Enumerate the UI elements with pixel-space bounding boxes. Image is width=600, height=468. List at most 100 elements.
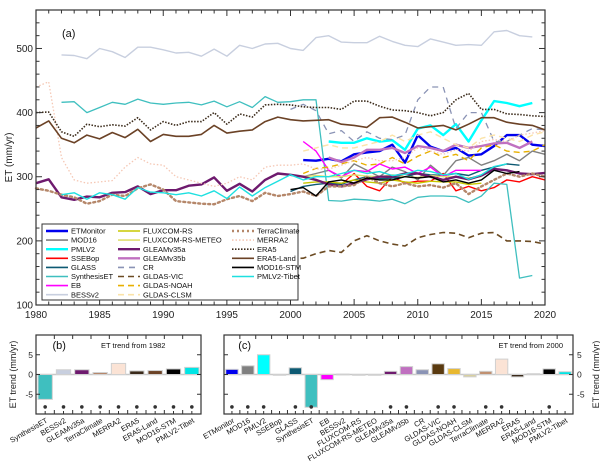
x-tick-label: 2015 xyxy=(470,310,493,321)
x-tick-label: 2000 xyxy=(279,310,302,321)
legend-item-cr: CR xyxy=(118,263,154,272)
x-tick-label: 1985 xyxy=(89,310,112,321)
bar-glass xyxy=(288,367,303,376)
bar-gleamv35a xyxy=(74,369,90,376)
bar-pmlv2-tibet xyxy=(558,371,572,375)
legend-label: PMLV2 xyxy=(71,245,95,254)
legend-item-mod16: MOD16 xyxy=(46,236,97,245)
y-tick-label: 0 xyxy=(28,370,33,380)
legend-label: GLASS xyxy=(71,263,96,272)
legend-item-synthesiset: SynthesisET xyxy=(46,272,114,281)
panel-a-legend: ETMonitorMOD16PMLV2SSEBopGLASSSynthesisE… xyxy=(41,223,301,301)
legend-label: ERA5 xyxy=(257,245,277,254)
bar-synthesiset xyxy=(37,374,53,400)
bar-era5 xyxy=(510,374,525,378)
series-line-gldas-noah xyxy=(302,143,546,175)
legend-label: BESSv2 xyxy=(71,290,99,299)
significance-marker xyxy=(61,405,66,409)
series-line-pmlv2 xyxy=(328,99,533,152)
significance-marker xyxy=(135,405,139,409)
legend-box xyxy=(41,223,299,301)
legend-label: MOD16 xyxy=(71,236,97,245)
bar-fluxcom-rs xyxy=(352,374,366,376)
bar-gldas-vic xyxy=(431,363,445,375)
legend-label: TerraClimate xyxy=(257,227,300,236)
legend-item-era5: ERA5 xyxy=(232,245,277,254)
y-tick-label: 200 xyxy=(16,236,33,247)
x-tick-label: 2020 xyxy=(534,310,557,321)
bar-era5 xyxy=(129,370,145,376)
panel-b-trend-1982: SynthesisETBESSv2GLEAMv35aTerraClimateME… xyxy=(8,334,202,446)
significance-marker xyxy=(293,405,298,409)
legend-item-terraclimate: TerraClimate xyxy=(232,227,300,236)
legend-item-fluxcom-rs-meteo: FLUXCOM-RS-METEO xyxy=(118,236,222,245)
series-line-merra2 xyxy=(35,81,546,188)
significance-marker xyxy=(116,405,121,409)
series-line-pmlv2-tibet xyxy=(61,163,507,200)
panel-c-trend-2000: ETMonitorMOD16PMLV2SSEBopGLASSSynthesisE… xyxy=(201,334,600,463)
bar-mod16-stm xyxy=(542,368,556,376)
y-tick-label: 500 xyxy=(16,44,33,55)
bar-bessv2 xyxy=(55,369,72,376)
y-tick-label: -5 xyxy=(25,389,33,399)
legend-label: EB xyxy=(71,281,81,290)
series-line-synthesiset xyxy=(61,95,533,279)
panel-c-bars xyxy=(224,354,573,409)
panel-c-label: (c) xyxy=(238,340,251,352)
bar-mod16 xyxy=(241,365,255,375)
y-tick-label: 100 xyxy=(16,301,33,312)
bar-gleamv35a xyxy=(383,370,398,375)
x-tick-label: 1990 xyxy=(152,310,175,321)
significance-marker xyxy=(547,405,552,409)
panel-a-timeseries: 1980 1985 1990 1995 2000 2005 2010 2015 2020 100 2… xyxy=(4,9,557,321)
bar-mod16-stm xyxy=(165,368,182,376)
legend-item-gleamv35b: GLEAMv35b xyxy=(118,254,186,263)
legend-label: PMLV2-Tibet xyxy=(257,272,301,281)
series-line-terraclimate xyxy=(34,172,547,206)
significance-marker xyxy=(80,405,84,409)
panel-a-ylabel: ET (mm/yr) xyxy=(4,133,15,183)
series-line-bessv2 xyxy=(61,29,533,60)
panel-b-ticks: SynthesisETBESSv2GLEAMv35aTerraClimateME… xyxy=(8,335,201,446)
bar-era5-land xyxy=(526,373,541,376)
panel-a-ticks: 1980 1985 1990 1995 2000 2005 2010 2015 2020 100 2… xyxy=(16,9,557,321)
series-line-eb xyxy=(302,140,482,178)
panel-b-title: ET trend from 1982 xyxy=(101,341,165,350)
y-tick-label: 5 xyxy=(28,350,33,360)
x-tick-label: 2005 xyxy=(343,310,366,321)
bar-gldas-clsm xyxy=(463,374,477,378)
bar-gleamv35b xyxy=(399,366,414,376)
legend-label: FLUXCOM-RS xyxy=(143,227,193,236)
series-line-era5 xyxy=(35,92,546,138)
legend-label: GLDAS-NOAH xyxy=(143,281,193,290)
bar-synthesiset xyxy=(304,374,318,408)
legend-item-ssebop: SSEBop xyxy=(46,254,99,263)
bar-pmlv2-tibet xyxy=(184,366,200,376)
x-tick-label: 1995 xyxy=(216,310,239,321)
legend-label: FLUXCOM-RS-METEO xyxy=(143,236,222,245)
legend-label: MOD16-STM xyxy=(257,263,301,272)
y-tick-label: -5 xyxy=(577,389,585,399)
panel-a-label: (a) xyxy=(62,28,75,40)
legend-item-etmonitor: ETMonitor xyxy=(46,227,106,236)
significance-marker xyxy=(230,405,234,409)
legend-item-gldas-noah: GLDAS-NOAH xyxy=(118,281,193,290)
panel-c-ticks: ETMonitorMOD16PMLV2SSEBopGLASSSynthesisE… xyxy=(201,335,585,463)
significance-marker xyxy=(483,405,488,409)
y-tick-label: 400 xyxy=(16,108,33,119)
legend-item-gldas-vic: GLDAS-VIC xyxy=(118,272,184,281)
bar-cr xyxy=(415,369,429,376)
bar-bessv2 xyxy=(336,373,350,376)
legend-item-gleamv35a: GLEAMv35a xyxy=(118,245,186,254)
category-label-eb: EB xyxy=(318,416,331,429)
series-line-gldas-clsm xyxy=(303,131,546,152)
bar-etmonitor xyxy=(225,368,239,375)
legend-item-mod16-stm: MOD16-STM xyxy=(232,263,301,272)
legend-label: GLEAMv35a xyxy=(143,245,186,254)
legend-label: ETMonitor xyxy=(71,227,106,236)
bar-terraclimate xyxy=(479,370,493,375)
series-line-era5-land xyxy=(35,116,546,144)
significance-marker xyxy=(436,405,440,409)
panel-a-lines xyxy=(34,29,547,279)
